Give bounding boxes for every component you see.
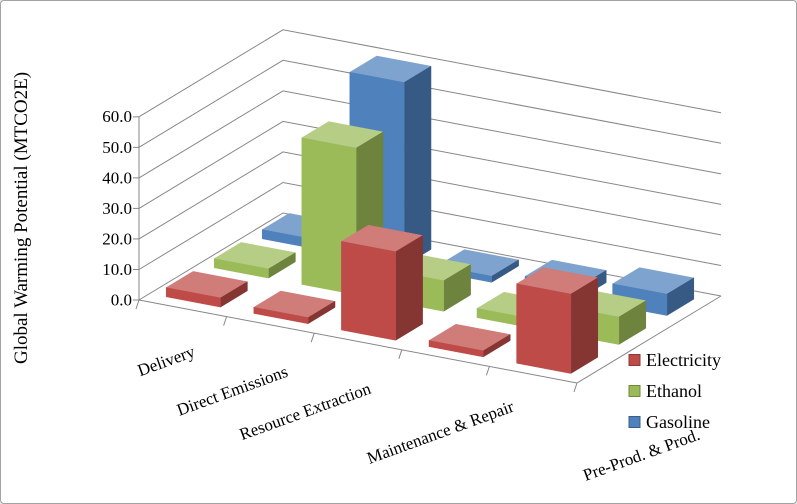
- category-label-pre-prod-prod: Pre-Prod. & Prod.: [580, 425, 702, 485]
- y-tick-label: 10.0: [102, 260, 132, 279]
- legend: Electricity Ethanol Gasoline: [628, 350, 721, 432]
- bar-front-face: [213, 258, 269, 279]
- legend-item-ethanol: Ethanol: [628, 381, 702, 401]
- plot-grid-and-axes: [133, 29, 722, 393]
- category-label-delivery: Delivery: [135, 342, 198, 380]
- legend-item-gasoline: Gasoline: [628, 412, 710, 432]
- category-axis-tick: [485, 366, 490, 376]
- legend-label-gasoline: Gasoline: [646, 412, 710, 432]
- y-tick-label: 60.0: [102, 107, 132, 126]
- bar-front-face: [428, 340, 484, 358]
- y-tick-label: 30.0: [102, 199, 132, 218]
- value-axis-tick-labels: 0.0 10.0 20.0 30.0 40.0 50.0 60.0: [102, 107, 132, 309]
- category-label-maintenance-repair: Maintenance & Repair: [364, 397, 516, 468]
- gridline: [138, 29, 722, 118]
- floor-right-edge: [576, 295, 722, 384]
- y-tick-label: 0.0: [111, 291, 132, 310]
- gridline: [138, 181, 722, 270]
- gridline: [138, 151, 722, 240]
- legend-swatch-gasoline: [628, 416, 641, 428]
- category-axis-tick: [135, 299, 140, 310]
- legend-swatch-electricity: [628, 354, 641, 366]
- bar-front-face: [516, 283, 572, 374]
- bars: [165, 55, 695, 374]
- legend-swatch-ethanol: [628, 385, 641, 397]
- category-axis-tick: [223, 316, 228, 326]
- y-tick-label: 50.0: [102, 138, 132, 157]
- legend-label-electricity: Electricity: [646, 350, 721, 370]
- y-axis-title: Global Warming Potential (MTCO2E): [11, 72, 32, 364]
- category-label-direct-emissions: Direct Emissions: [174, 362, 290, 420]
- gridline: [138, 90, 722, 179]
- category-axis-tick: [398, 349, 403, 359]
- bar-electricity-resource-extraction: [340, 224, 424, 341]
- legend-item-electricity: Electricity: [628, 350, 721, 370]
- bar-electricity-delivery: [165, 271, 249, 308]
- bar-front-face: [253, 306, 309, 325]
- gridline: [138, 120, 722, 209]
- bar-side-face: [570, 277, 599, 374]
- bar-front-face: [341, 241, 396, 341]
- y-tick-label: 20.0: [102, 229, 132, 248]
- bar-side-face: [395, 235, 423, 341]
- bar-electricity-maintenance-repair: [428, 323, 511, 358]
- gridline: [138, 59, 722, 148]
- category-axis-tick: [310, 333, 315, 343]
- bar-front-face: [165, 287, 221, 308]
- category-axis-tick: [573, 382, 578, 393]
- y-tick-label: 40.0: [102, 168, 132, 187]
- bar-electricity-direct-emissions: [253, 290, 336, 325]
- legend-label-ethanol: Ethanol: [646, 381, 702, 401]
- bar-ethanol-delivery: [213, 242, 297, 279]
- category-axis-labels: Delivery Direct Emissions Resource Extra…: [135, 342, 702, 485]
- bar-electricity-pre-prod-prod: [515, 267, 599, 374]
- category-axis-line: [138, 299, 578, 384]
